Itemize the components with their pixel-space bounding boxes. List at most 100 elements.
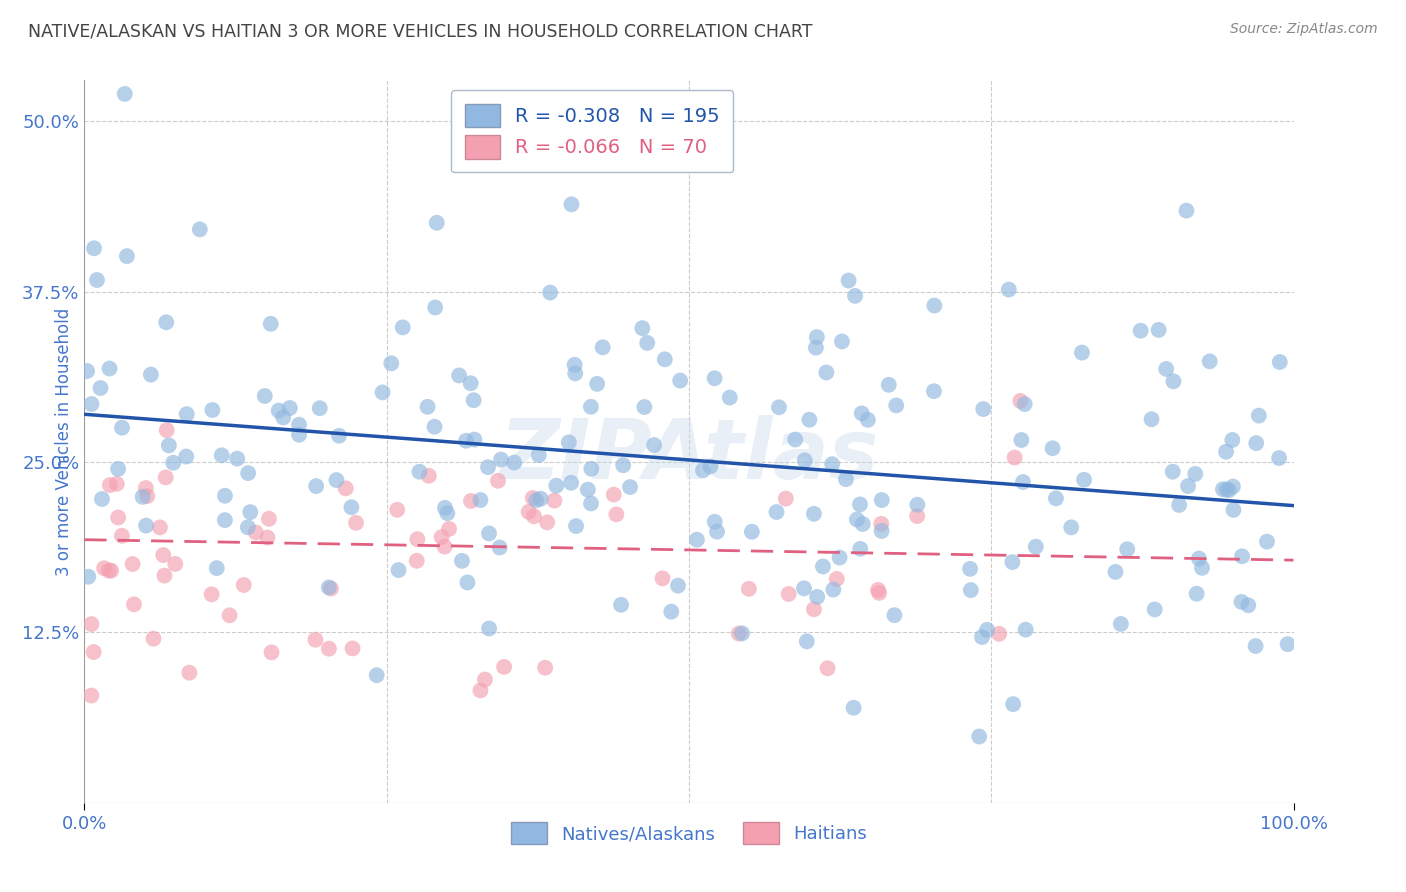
Point [200,587,222,601]
Point [149,520,172,534]
Point [460,376,482,391]
Point [165,557,187,571]
Point [155,315,177,329]
Point [522,491,544,505]
Point [738,582,761,596]
Point [651,571,673,585]
Point [454,434,477,448]
Point [765,505,787,519]
Point [111,529,134,543]
Point [527,448,550,462]
Point [100,564,122,578]
Point [278,401,301,415]
Point [803,507,825,521]
Point [1004,450,1026,465]
Point [239,505,262,519]
Point [821,457,844,471]
Point [1220,433,1243,447]
Point [174,450,197,464]
Point [870,524,893,538]
Point [1014,623,1036,637]
Point [488,541,510,555]
Point [80,617,103,632]
Point [122,598,145,612]
Point [226,451,249,466]
Point [1042,442,1064,456]
Point [214,489,236,503]
Point [218,608,240,623]
Point [1177,479,1199,493]
Point [111,421,134,435]
Point [703,371,725,385]
Point [474,673,496,687]
Point [325,473,347,487]
Point [905,498,928,512]
Point [236,466,259,480]
Point [1230,595,1253,609]
Point [1188,551,1211,566]
Text: ZIPAtlas: ZIPAtlas [499,416,879,497]
Point [1014,397,1036,411]
Point [460,494,482,508]
Point [1256,534,1278,549]
Point [905,509,928,524]
Point [1104,565,1126,579]
Point [436,506,458,520]
Point [107,462,129,476]
Point [1071,345,1094,359]
Point [959,583,981,598]
Point [489,452,512,467]
Point [560,475,582,490]
Point [260,645,283,659]
Point [565,519,588,533]
Point [831,334,853,349]
Point [706,524,728,539]
Point [456,575,478,590]
Point [534,661,557,675]
Point [463,433,485,447]
Point [666,579,689,593]
Point [211,448,233,462]
Point [1222,503,1244,517]
Point [437,522,460,536]
Point [1147,323,1170,337]
Text: NATIVE/ALASKAN VS HAITIAN 3 OR MORE VEHICLES IN HOUSEHOLD CORRELATION CHART: NATIVE/ALASKAN VS HAITIAN 3 OR MORE VEHI… [28,22,813,40]
Point [592,340,614,354]
Point [1184,467,1206,481]
Point [205,561,228,575]
Point [449,368,471,383]
Point [851,406,873,420]
Point [470,493,492,508]
Point [503,456,526,470]
Point [988,627,1011,641]
Point [1268,450,1291,465]
Point [1010,433,1032,447]
Point [530,491,553,506]
Point [416,400,439,414]
Point [815,366,838,380]
Point [1116,542,1139,557]
Point [686,533,709,547]
Point [718,391,741,405]
Point [1163,375,1185,389]
Point [271,410,294,425]
Point [135,518,157,533]
Point [139,368,162,382]
Point [97,564,120,578]
Point [1001,555,1024,569]
Point [1002,697,1025,711]
Point [107,510,129,524]
Point [1244,639,1267,653]
Point [1161,465,1184,479]
Point [523,509,546,524]
Point [188,222,211,236]
Point [308,401,330,416]
Point [245,525,267,540]
Point [319,582,342,596]
Point [603,487,626,501]
Point [478,526,501,541]
Point [543,493,565,508]
Point [305,479,328,493]
Point [463,393,485,408]
Point [91,491,114,506]
